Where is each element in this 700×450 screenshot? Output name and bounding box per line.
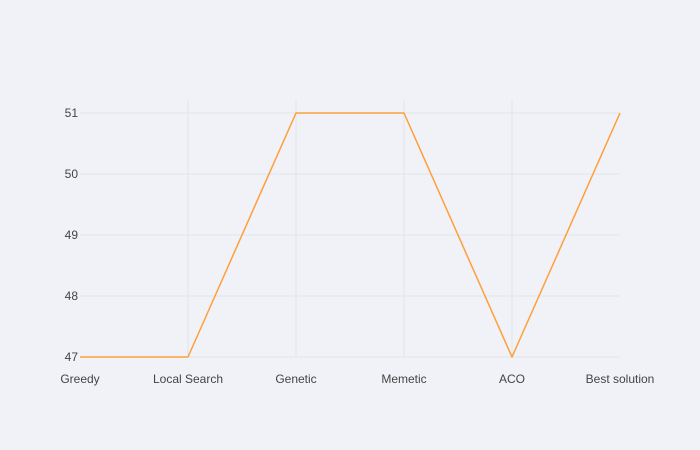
- x-tick-label: Local Search: [153, 372, 223, 386]
- x-tick-label: Genetic: [275, 372, 316, 386]
- y-tick-label: 51: [65, 106, 79, 120]
- y-tick-label: 50: [65, 167, 79, 181]
- series-line: [80, 112, 621, 358]
- y-tick-label: 49: [65, 228, 79, 242]
- x-tick-label: Best solution: [586, 372, 655, 386]
- x-tick-label: ACO: [499, 372, 525, 386]
- y-tick-label: 48: [65, 289, 79, 303]
- y-tick-label: 47: [65, 350, 79, 364]
- x-axis-tick-labels: Greedy Local Search Genetic Memetic ACO Best …: [60, 372, 654, 386]
- series-layer: [79, 112, 621, 358]
- x-tick-label: Greedy: [60, 372, 99, 386]
- x-tick-label: Memetic: [381, 372, 426, 386]
- x-gridlines: [187, 100, 513, 357]
- y-axis-tick-labels: 47 48 49 50 51: [65, 106, 79, 364]
